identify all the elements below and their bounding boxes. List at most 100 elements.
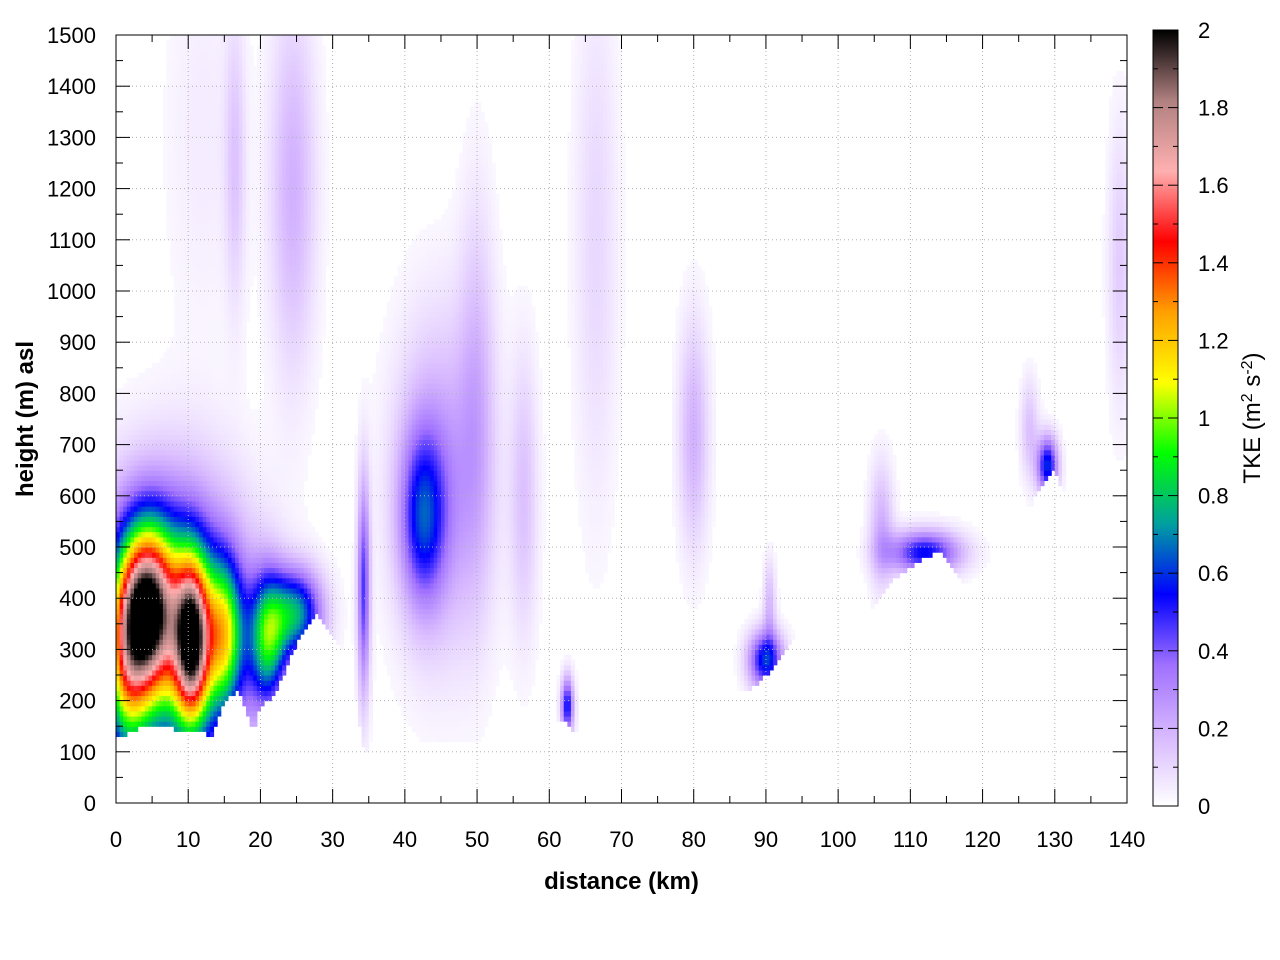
tke-cell	[134, 685, 139, 691]
tke-cell	[199, 193, 204, 200]
tke-cell	[242, 449, 247, 456]
tke-cell	[116, 659, 121, 666]
tke-cell	[166, 669, 171, 676]
tke-cell	[271, 168, 276, 174]
tke-cell	[238, 490, 243, 497]
tke-cell	[126, 567, 132, 574]
tke-cell	[199, 557, 204, 563]
tke-cell	[253, 490, 258, 497]
tke-cell	[126, 700, 132, 707]
tke-cell	[271, 526, 276, 533]
tke-cell	[264, 301, 269, 307]
tke-cell	[177, 255, 182, 261]
tke-cell	[274, 608, 280, 615]
tke-cell	[245, 582, 251, 589]
tke-cell	[202, 106, 207, 113]
tke-cell	[242, 132, 247, 138]
tke-cell	[213, 490, 218, 497]
tke-cell	[220, 603, 225, 610]
tke-cell	[159, 562, 164, 569]
tke-cell	[191, 116, 197, 123]
tke-cell	[191, 521, 197, 528]
tke-cell	[162, 122, 168, 128]
tke-cell	[220, 188, 225, 195]
tke-cell	[155, 449, 160, 456]
tke-cell	[274, 444, 280, 451]
tke-cell	[155, 572, 160, 579]
tke-cell	[209, 623, 215, 630]
tke-cell	[199, 65, 204, 72]
tke-cell	[180, 352, 186, 359]
tke-cell	[224, 255, 229, 261]
tke-cell	[170, 454, 175, 461]
tke-cell	[195, 587, 200, 594]
tke-cell	[173, 582, 178, 589]
tke-cell	[238, 224, 243, 231]
tke-cell	[231, 403, 236, 410]
tke-cell	[220, 296, 225, 302]
tke-cell	[170, 234, 175, 241]
tke-cell	[184, 408, 189, 415]
tke-cell	[264, 173, 269, 179]
tke-cell	[166, 664, 171, 671]
tke-cell	[159, 715, 164, 722]
tke-cell	[191, 721, 197, 727]
tke-cell	[206, 372, 211, 379]
tke-cell	[274, 291, 280, 297]
tke-cell	[173, 193, 178, 200]
tke-cell	[184, 311, 189, 318]
tke-cell	[148, 393, 153, 400]
tke-cell	[256, 244, 262, 251]
tke-cell	[141, 526, 146, 533]
tke-cell	[180, 70, 186, 77]
tke-cell	[195, 690, 200, 697]
tke-cell	[242, 623, 247, 630]
tke-cell	[155, 459, 160, 466]
tke-cell	[242, 362, 247, 369]
tke-cell	[144, 526, 150, 533]
tke-cell	[173, 178, 178, 185]
tke-cell	[180, 342, 186, 348]
tke-cell	[202, 91, 207, 98]
tke-cell	[213, 408, 218, 415]
tke-cell	[253, 598, 258, 604]
tke-cell	[213, 209, 218, 215]
tke-cell	[195, 603, 200, 610]
tke-cell	[249, 490, 254, 497]
tke-cell	[217, 168, 222, 174]
tke-cell	[180, 65, 186, 72]
tke-cell	[209, 403, 215, 410]
tke-cell	[217, 393, 222, 400]
tke-cell	[180, 367, 186, 374]
tke-cell	[274, 516, 280, 522]
tke-cell	[173, 398, 178, 405]
tke-cell	[134, 654, 139, 661]
tke-cell	[195, 55, 200, 62]
tke-cell	[126, 654, 132, 661]
tke-cell	[152, 424, 157, 430]
tke-cell	[162, 562, 168, 569]
tke-cell	[242, 557, 247, 563]
tke-cell	[217, 557, 222, 563]
tke-cell	[148, 659, 153, 666]
tke-cell	[238, 572, 243, 579]
tke-cell	[249, 572, 254, 579]
tke-cell	[209, 35, 215, 41]
tke-cell	[152, 465, 157, 471]
tke-cell	[170, 55, 175, 62]
tke-cell	[188, 664, 193, 671]
tke-cell	[231, 434, 236, 441]
tke-cell	[177, 459, 182, 466]
tke-cell	[137, 649, 142, 656]
tke-cell	[206, 541, 211, 548]
tke-cell	[217, 45, 222, 51]
tke-cell	[209, 577, 215, 584]
tke-cell	[245, 75, 251, 82]
tke-cell	[274, 152, 280, 159]
tke-cell	[242, 628, 247, 635]
tke-cell	[235, 152, 240, 159]
tke-cell	[191, 557, 197, 563]
tke-cell	[235, 669, 240, 676]
tke-cell	[126, 613, 132, 620]
tke-cell	[217, 352, 222, 359]
